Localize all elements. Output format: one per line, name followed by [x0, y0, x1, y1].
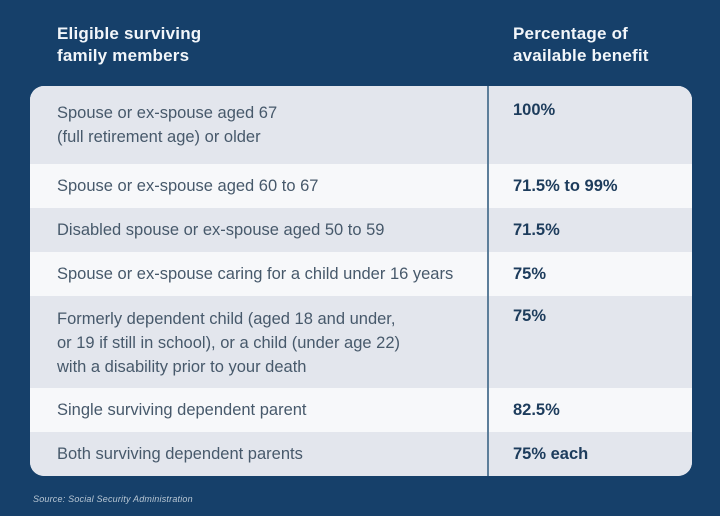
table-header: Eligible surviving family members Percen…	[30, 23, 692, 67]
header-cell-members: Eligible surviving family members	[30, 23, 487, 67]
table-row: Spouse or ex-spouse aged 60 to 67 71.5% …	[30, 164, 692, 208]
member-cell: Spouse or ex-spouse aged 60 to 67	[57, 177, 319, 195]
member-cell: Both surviving dependent parents	[57, 445, 303, 463]
table-row: Formerly dependent child (aged 18 and un…	[30, 296, 692, 388]
benefit-column-heading: Percentage of available benefit	[513, 24, 649, 65]
benefit-cell: 75%	[487, 252, 692, 296]
member-cell: Disabled spouse or ex-spouse aged 50 to …	[57, 221, 385, 239]
table-row: Both surviving dependent parents 75% eac…	[30, 432, 692, 476]
source-attribution: Source: Social Security Administration	[33, 494, 193, 504]
benefit-cell: 71.5%	[487, 208, 692, 252]
member-cell: Spouse or ex-spouse caring for a child u…	[57, 265, 454, 283]
benefit-cell: 71.5% to 99%	[487, 164, 692, 208]
survivor-benefits-infographic: Eligible surviving family members Percen…	[0, 23, 720, 516]
table-row: Disabled spouse or ex-spouse aged 50 to …	[30, 208, 692, 252]
header-cell-benefit: Percentage of available benefit	[487, 23, 692, 67]
members-column-heading: Eligible surviving family members	[57, 24, 202, 65]
benefit-cell: 75%	[487, 296, 692, 388]
benefit-cell: 82.5%	[487, 388, 692, 432]
table-row: Spouse or ex-spouse caring for a child u…	[30, 252, 692, 296]
member-cell: Spouse or ex-spouse aged 67 (full retire…	[57, 104, 278, 146]
benefits-table: Spouse or ex-spouse aged 67 (full retire…	[30, 86, 692, 476]
table-row: Single surviving dependent parent 82.5%	[30, 388, 692, 432]
member-cell: Single surviving dependent parent	[57, 401, 307, 419]
benefit-cell: 75% each	[487, 432, 692, 476]
benefit-cell: 100%	[487, 86, 692, 164]
table-row: Spouse or ex-spouse aged 67 (full retire…	[30, 86, 692, 164]
member-cell: Formerly dependent child (aged 18 and un…	[57, 310, 401, 376]
